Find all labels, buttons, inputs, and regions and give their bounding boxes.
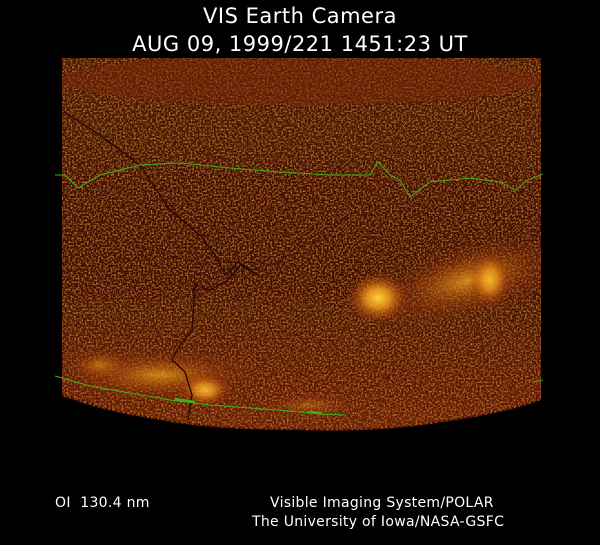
image-title: VIS Earth Camera	[203, 4, 397, 28]
institution-label: The University of Iowa/NASA-GSFC	[252, 514, 505, 530]
filter-wavelength-label: OI 130.4 nm	[55, 495, 150, 511]
coastline	[63, 111, 259, 421]
latitude-line-upper	[55, 161, 544, 198]
aurora-bright-spot	[344, 270, 412, 326]
instrument-label: Visible Imaging System/POLAR	[270, 495, 494, 511]
image-timestamp: AUG 09, 1999/221 1451:23 UT	[132, 32, 468, 56]
